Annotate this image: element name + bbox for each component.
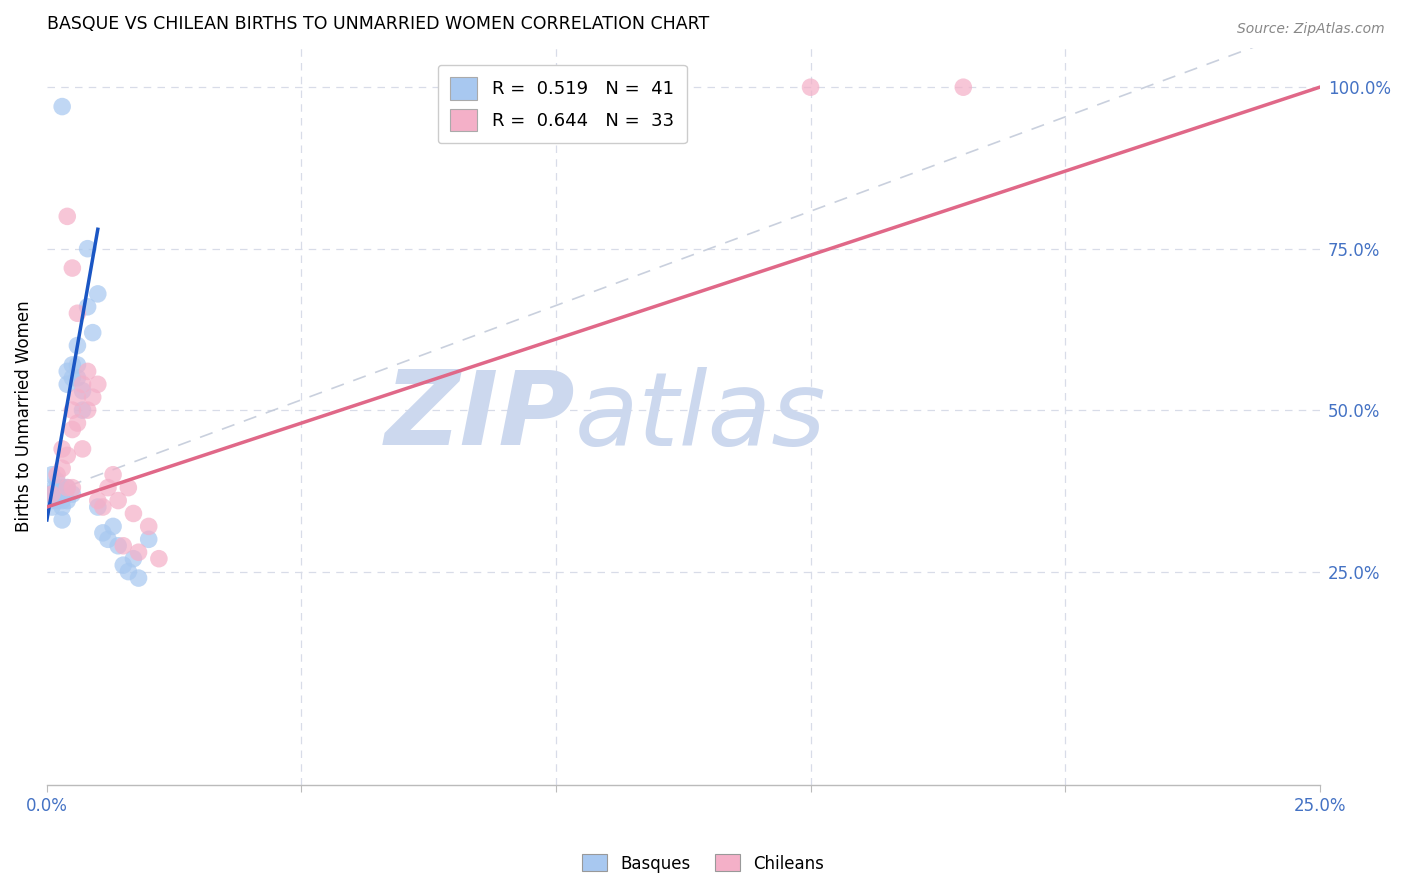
Point (101, 467, 124, 482)
Point (56, 364, 79, 378)
Point (41, 493, 63, 508)
Point (56, 210, 79, 224)
Point (51, 442, 73, 456)
Point (60, 423, 83, 437)
Point (117, 565, 139, 579)
Point (72, 442, 94, 456)
Point (97, 481, 120, 495)
Point (41, 467, 63, 482)
Point (91, 525, 114, 540)
Point (87, 493, 110, 508)
Point (117, 481, 139, 495)
Point (952, 80, 974, 95)
Point (76, 300, 98, 314)
Point (41, 487, 63, 501)
Point (56, 481, 79, 495)
Point (72, 384, 94, 398)
Point (41, 487, 63, 501)
Point (51, 481, 73, 495)
Text: Source: ZipAtlas.com: Source: ZipAtlas.com (1237, 22, 1385, 37)
Point (56, 481, 79, 495)
Point (44, 481, 66, 495)
Point (51, 461, 73, 475)
Point (138, 519, 160, 533)
Point (41, 500, 63, 514)
Point (46, 474, 69, 488)
Point (122, 507, 145, 521)
Point (66, 338, 89, 352)
Point (101, 519, 124, 533)
Point (91, 500, 114, 514)
Point (38, 487, 60, 501)
Point (60, 260, 83, 275)
Point (66, 390, 89, 404)
Point (51, 493, 73, 508)
Point (76, 403, 98, 417)
Point (122, 551, 145, 566)
Legend: Basques, Chileans: Basques, Chileans (575, 847, 831, 880)
Point (82, 390, 104, 404)
Text: ZIP: ZIP (384, 366, 575, 467)
Point (76, 364, 98, 378)
Point (60, 481, 83, 495)
Text: BASQUE VS CHILEAN BIRTHS TO UNMARRIED WOMEN CORRELATION CHART: BASQUE VS CHILEAN BIRTHS TO UNMARRIED WO… (46, 15, 709, 33)
Point (82, 326, 104, 340)
Point (138, 533, 160, 547)
Point (66, 358, 89, 372)
Point (72, 403, 94, 417)
Point (46, 467, 69, 482)
Point (799, 80, 821, 95)
Point (72, 377, 94, 392)
Point (87, 500, 110, 514)
Point (60, 487, 83, 501)
Point (112, 539, 135, 553)
Point (66, 416, 89, 430)
Point (60, 371, 83, 385)
Point (128, 545, 150, 559)
Point (56, 377, 79, 392)
Point (97, 533, 120, 547)
Point (46, 487, 69, 501)
Point (107, 539, 129, 553)
Point (66, 371, 89, 385)
Point (60, 403, 83, 417)
Point (56, 448, 79, 462)
Point (46, 481, 69, 495)
Point (128, 571, 150, 585)
Point (76, 242, 98, 256)
Point (87, 286, 110, 301)
Point (60, 358, 83, 372)
Point (51, 513, 73, 527)
Text: atlas: atlas (575, 367, 827, 467)
Point (148, 551, 170, 566)
Point (87, 377, 110, 392)
Y-axis label: Births to Unmarried Women: Births to Unmarried Women (15, 301, 32, 533)
Point (107, 493, 129, 508)
Point (66, 306, 89, 320)
Point (46, 493, 69, 508)
Point (51, 99, 73, 113)
Point (56, 493, 79, 508)
Point (112, 558, 135, 573)
Legend: R =  0.519   N =  41, R =  0.644   N =  33: R = 0.519 N = 41, R = 0.644 N = 33 (437, 65, 686, 144)
Point (51, 500, 73, 514)
